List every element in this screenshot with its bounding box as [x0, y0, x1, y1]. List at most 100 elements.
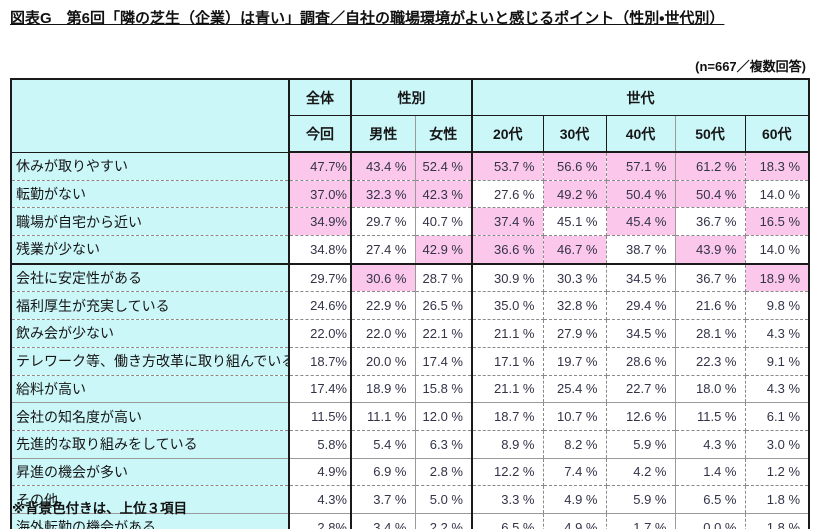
value-cell: 4.3 %: [675, 430, 746, 459]
value-cell: 27.9 %: [543, 319, 607, 348]
value-cell: 1.7 %: [606, 513, 676, 529]
row-label: その他: [11, 485, 290, 514]
value-cell: 5.0 %: [415, 485, 473, 514]
value-cell: 2.2 %: [415, 513, 473, 529]
value-cell: 46.7 %: [543, 235, 607, 265]
survey-results-table: 全体 性別 世代 今回 男性 女性 20代 30代 40代 50代 60代 休み…: [10, 78, 811, 529]
value-cell: 3.7 %: [351, 485, 416, 514]
value-cell: 32.3 %: [351, 180, 416, 209]
value-cell: 22.7 %: [606, 375, 676, 404]
table-row: その他 4.3% 3.7 % 5.0 % 3.3 % 4.9 % 5.9 % 6…: [11, 485, 810, 514]
row-label: 職場が自宅から近い: [11, 207, 290, 237]
value-cell: 29.4 %: [606, 291, 676, 321]
value-cell: 30.9 %: [472, 263, 544, 293]
value-cell: 18.7 %: [472, 402, 544, 431]
value-cell: 61.2 %: [675, 152, 746, 181]
value-cell: 45.4 %: [606, 207, 676, 237]
value-cell: 5.8%: [289, 430, 352, 459]
table-row: 職場が自宅から近い 34.9% 29.7 % 40.7 % 37.4 % 45.…: [11, 207, 810, 237]
value-cell: 0.0 %: [675, 513, 746, 529]
value-cell: 35.0 %: [472, 291, 544, 321]
value-cell: 2.8%: [289, 513, 352, 529]
table-row: 残業が少ない 34.8% 27.4 % 42.9 % 36.6 % 46.7 %…: [11, 235, 810, 265]
value-cell: 27.6 %: [472, 180, 544, 209]
value-cell: 8.9 %: [472, 430, 544, 459]
corner-cell: [10, 78, 290, 153]
value-cell: 47.7%: [289, 152, 352, 181]
value-cell: 21.6 %: [675, 291, 746, 321]
value-cell: 11.5%: [289, 402, 352, 431]
value-cell: 4.3%: [289, 485, 352, 514]
value-cell: 9.8 %: [745, 291, 810, 321]
value-cell: 32.8 %: [543, 291, 607, 321]
value-cell: 24.6%: [289, 291, 352, 321]
value-cell: 34.5 %: [606, 263, 676, 293]
value-cell: 37.0%: [289, 180, 352, 209]
header-seibetsu: 性別: [350, 78, 473, 116]
value-cell: 14.0 %: [745, 235, 810, 265]
value-cell: 14.0 %: [745, 180, 810, 209]
value-cell: 12.6 %: [606, 402, 676, 431]
value-cell: 34.5 %: [606, 319, 676, 348]
value-cell: 1.8 %: [745, 513, 810, 529]
value-cell: 43.9 %: [675, 235, 746, 265]
row-label: 会社の知名度が高い: [11, 402, 290, 431]
value-cell: 2.8 %: [415, 458, 473, 487]
value-cell: 42.3 %: [415, 180, 473, 209]
value-cell: 17.4%: [289, 375, 352, 404]
value-cell: 50.4 %: [675, 180, 746, 209]
value-cell: 29.7 %: [351, 207, 416, 237]
value-cell: 18.0 %: [675, 375, 746, 404]
value-cell: 22.3 %: [675, 347, 746, 376]
table-row: 飲み会が少ない 22.0% 22.0 % 22.1 % 21.1 % 27.9 …: [11, 319, 810, 348]
value-cell: 30.6 %: [351, 263, 416, 293]
value-cell: 18.9 %: [745, 263, 810, 293]
row-label: 昇進の機会が多い: [11, 458, 290, 487]
table-row: 昇進の機会が多い 4.9% 6.9 % 2.8 % 12.2 % 7.4 % 4…: [11, 458, 810, 487]
header-sub-row: 今回 男性 女性 20代 30代 40代 50代 60代: [11, 115, 810, 153]
header-40s: 40代: [605, 115, 676, 153]
value-cell: 28.7 %: [415, 263, 473, 293]
value-cell: 1.8 %: [745, 485, 810, 514]
row-label: 会社に安定性がある: [11, 263, 290, 293]
row-label: 残業が少ない: [11, 235, 290, 265]
value-cell: 4.3 %: [745, 375, 810, 404]
row-label: 給料が高い: [11, 375, 290, 404]
value-cell: 21.1 %: [472, 375, 544, 404]
header-60s: 60代: [744, 115, 810, 153]
value-cell: 11.5 %: [675, 402, 746, 431]
value-cell: 6.5 %: [675, 485, 746, 514]
value-cell: 22.0%: [289, 319, 352, 348]
value-cell: 9.1 %: [745, 347, 810, 376]
highlight-legend-note: ※背景色付きは、上位３項目: [12, 501, 188, 516]
value-cell: 4.2 %: [606, 458, 676, 487]
header-male: 男性: [350, 115, 416, 153]
header-female: 女性: [414, 115, 473, 153]
value-cell: 28.1 %: [675, 319, 746, 348]
figure-title: 図表G 第6回「隣の芝生（企業）は青い」調査／自社の職場環境がよいと感じるポイン…: [10, 10, 725, 27]
value-cell: 5.4 %: [351, 430, 416, 459]
value-cell: 1.4 %: [675, 458, 746, 487]
header-50s: 50代: [674, 115, 746, 153]
value-cell: 5.9 %: [606, 430, 676, 459]
value-cell: 57.1 %: [606, 152, 676, 181]
row-label: 福利厚生が充実している: [11, 291, 290, 321]
value-cell: 38.7 %: [606, 235, 676, 265]
value-cell: 6.9 %: [351, 458, 416, 487]
row-label: 転勤がない: [11, 180, 290, 209]
value-cell: 18.3 %: [745, 152, 810, 181]
value-cell: 22.1 %: [415, 319, 473, 348]
table-row: 会社の知名度が高い 11.5% 11.1 % 12.0 % 18.7 % 10.…: [11, 402, 810, 431]
value-cell: 22.9 %: [351, 291, 416, 321]
row-label: 海外転勤の機会がある: [11, 513, 290, 529]
value-cell: 6.3 %: [415, 430, 473, 459]
value-cell: 4.9 %: [543, 485, 607, 514]
table-body: 休みが取りやすい 47.7% 43.4 % 52.4 % 53.7 % 56.6…: [11, 152, 810, 529]
table-row: テレワーク等、働き方改革に取り組んでいる 18.7% 20.0 % 17.4 %…: [11, 347, 810, 376]
value-cell: 18.9 %: [351, 375, 416, 404]
value-cell: 45.1 %: [543, 207, 607, 237]
value-cell: 43.4 %: [351, 152, 416, 181]
sample-size-note: (n=667／複数回答): [695, 59, 806, 74]
value-cell: 3.0 %: [745, 430, 810, 459]
